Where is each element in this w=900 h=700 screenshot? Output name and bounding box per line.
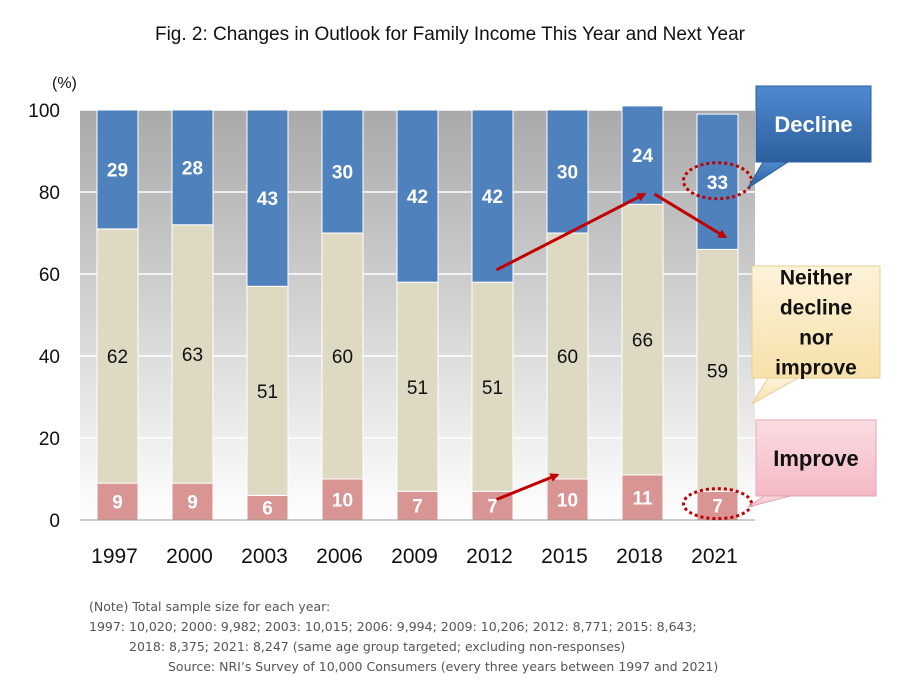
y-axis-label: (%) <box>52 75 77 92</box>
data-label-2018-segment-1: 66 <box>632 331 653 352</box>
bar-2006-segment-2 <box>321 109 364 234</box>
chart-title: Fig. 2: Changes in Outlook for Family In… <box>155 24 746 45</box>
bar-2009-segment-1 <box>396 281 439 492</box>
data-label-2018-segment-0: 11 <box>632 488 653 509</box>
bar-2021-segment-0 <box>696 490 739 521</box>
bar-2012-segment-2 <box>471 109 514 283</box>
x-tick-label-2003: 2003 <box>241 545 288 568</box>
y-tick-label-0: 0 <box>49 511 60 532</box>
arrow-2012-2018-decline-up <box>495 192 647 272</box>
data-label-2006-segment-2: 30 <box>332 163 353 184</box>
highlight-2021-improve <box>682 487 753 521</box>
data-label-2012-segment-0: 7 <box>487 497 498 518</box>
data-label-2006-segment-1: 60 <box>332 347 353 368</box>
bar-2003-segment-2 <box>246 109 289 287</box>
highlight-2021-decline <box>682 161 753 201</box>
bar-2018-segment-0 <box>621 474 664 521</box>
bar-2015-segment-0 <box>546 478 589 521</box>
x-tick-label-2009: 2009 <box>391 545 438 568</box>
bar-2009-segment-2 <box>396 109 439 283</box>
x-tick-label-1997: 1997 <box>91 545 138 568</box>
bar-2018-segment-1 <box>621 203 664 476</box>
x-tick-label-2018: 2018 <box>616 545 663 568</box>
data-label-2000-segment-2: 28 <box>182 158 203 179</box>
x-tick-label-2015: 2015 <box>541 545 588 568</box>
y-tick-label-60: 60 <box>39 265 60 286</box>
bar-2000-segment-1 <box>171 224 214 484</box>
notes: (Note) Total sample size for each year: … <box>89 597 718 677</box>
data-labels: 9 62 29 9 63 28 6 51 43 10 60 30 7 51 42 7 51 42 10 60 30 11 6… <box>107 146 728 520</box>
data-label-1997-segment-1: 62 <box>107 347 128 368</box>
y-tick-label-20: 20 <box>39 429 60 450</box>
x-tick-label-2006: 2006 <box>316 545 363 568</box>
legend: Decline Neither decline nor improve Improve <box>747 85 881 508</box>
data-label-2003-segment-0: 6 <box>262 499 273 520</box>
data-label-2006-segment-0: 10 <box>332 491 353 512</box>
data-label-2000-segment-1: 63 <box>182 345 203 366</box>
data-label-2015-segment-0: 10 <box>557 491 578 512</box>
bar-2003-segment-1 <box>246 285 289 496</box>
axes: 0 20 40 60 80 100 (%) 1997 2000 2003 2006 2009 2012 2… <box>28 75 755 568</box>
legend-neither-label: improve <box>775 357 857 380</box>
data-label-2003-segment-1: 51 <box>257 382 278 403</box>
bar-2015-segment-1 <box>546 232 589 480</box>
data-label-2015-segment-2: 30 <box>557 163 578 184</box>
x-tick-label-2000: 2000 <box>166 545 213 568</box>
bar-2012-segment-1 <box>471 281 514 492</box>
annotations <box>495 161 753 521</box>
data-label-2012-segment-2: 42 <box>482 187 503 208</box>
data-label-2018-segment-2: 24 <box>632 146 654 167</box>
note-line-2: 1997: 10,020; 2000: 9,982; 2003: 10,015;… <box>89 619 697 634</box>
legend-decline-box <box>755 85 872 163</box>
bar-2021-segment-1 <box>696 248 739 492</box>
bar-2015-segment-2 <box>546 109 589 234</box>
source-line: Source: NRI’s Survey of 10,000 Consumers… <box>168 659 719 674</box>
arrow-2012-2015-improve-up <box>495 473 560 501</box>
x-tick-label-2021: 2021 <box>691 545 738 568</box>
y-tick-label-40: 40 <box>39 347 60 368</box>
bar-2021-segment-2 <box>696 113 739 250</box>
legend-neither-label: decline <box>780 297 852 320</box>
data-label-2009-segment-2: 42 <box>407 187 428 208</box>
data-label-2021-segment-1: 59 <box>707 361 728 382</box>
data-label-2003-segment-2: 43 <box>257 189 278 210</box>
legend-neither-box <box>751 265 881 379</box>
legend-improve-label: Improve <box>773 446 859 471</box>
bars <box>96 105 739 521</box>
bar-2018-segment-2 <box>621 105 664 205</box>
note-line-3: 2018: 8,375; 2021: 8,247 (same age group… <box>129 639 626 654</box>
legend-neither-pointer <box>751 377 800 405</box>
legend-decline-label: Decline <box>774 112 852 137</box>
data-label-2021-segment-0: 7 <box>712 497 723 518</box>
bar-1997-segment-1 <box>96 228 139 484</box>
data-label-2000-segment-0: 9 <box>187 493 198 514</box>
x-tick-label-2012: 2012 <box>466 545 513 568</box>
data-label-2009-segment-0: 7 <box>412 497 423 518</box>
legend-improve-box <box>755 419 877 497</box>
data-label-1997-segment-0: 9 <box>112 493 123 514</box>
y-tick-label-80: 80 <box>39 183 60 204</box>
data-label-2021-segment-2: 33 <box>707 173 728 194</box>
arrow-2018-2021-decline-down <box>653 192 728 239</box>
y-tick-label-100: 100 <box>28 101 60 122</box>
data-label-1997-segment-2: 29 <box>107 160 128 181</box>
legend-neither-label: nor <box>799 327 833 350</box>
data-label-2015-segment-1: 60 <box>557 347 578 368</box>
note-line-1: (Note) Total sample size for each year: <box>89 599 331 614</box>
bar-1997-segment-2 <box>96 109 139 230</box>
legend-neither-label: Neither <box>780 267 852 290</box>
chart: Fig. 2: Changes in Outlook for Family In… <box>28 24 881 568</box>
data-label-2012-segment-1: 51 <box>482 378 503 399</box>
data-label-2009-segment-1: 51 <box>407 378 428 399</box>
bar-2000-segment-2 <box>171 109 214 226</box>
